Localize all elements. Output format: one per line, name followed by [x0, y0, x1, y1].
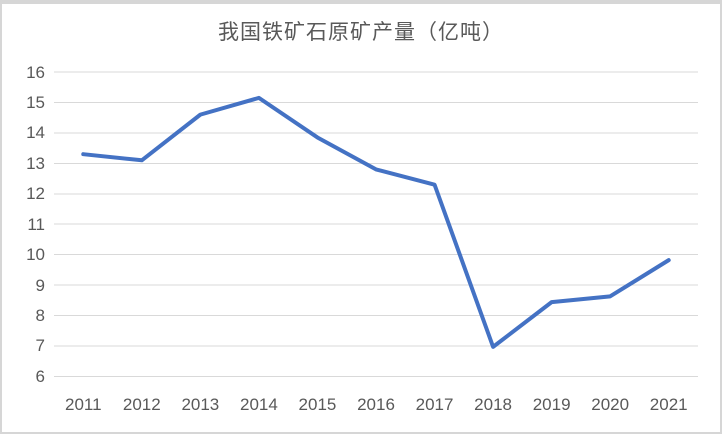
line-chart-plot	[54, 71, 698, 377]
data-line-series	[81, 95, 671, 349]
chart-title: 我国铁矿石原矿产量（亿吨）	[218, 21, 504, 44]
chart-inner-area: 我国铁矿石原矿产量（亿吨） 16 15 14 13 12 11 10 9 8 7 6 2011 201…	[2, 4, 720, 432]
